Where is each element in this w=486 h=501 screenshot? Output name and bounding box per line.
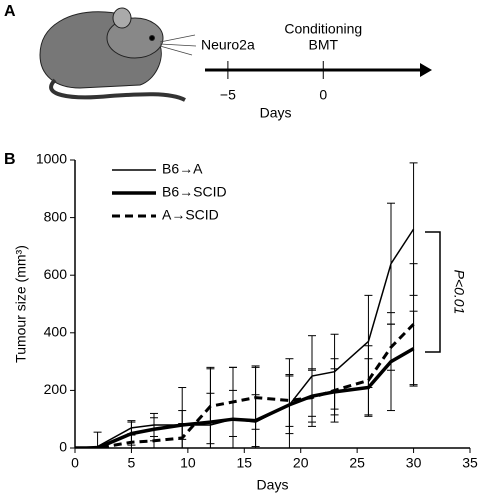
- panel-label: A: [4, 3, 16, 20]
- y-tick-label: 600: [44, 266, 68, 282]
- x-axis-label: Days: [260, 105, 292, 121]
- y-tick-label: 200: [44, 381, 68, 397]
- legend-label: B6→A: [162, 161, 203, 177]
- legend-label: B6→SCID: [162, 184, 227, 200]
- plot-area: [75, 162, 418, 448]
- series-line: [75, 347, 415, 448]
- x-tick-label: −5: [220, 87, 236, 103]
- mouse-illustration: [39, 7, 197, 102]
- x-tick-label: 5: [128, 455, 136, 471]
- y-tick-label: 400: [44, 324, 68, 340]
- series-line: [75, 323, 415, 448]
- arrow-head: [420, 63, 432, 77]
- panel-label: B: [4, 151, 16, 168]
- x-tick-label: 25: [349, 455, 365, 471]
- y-axis-label: Tumour size (mm³): [13, 245, 29, 363]
- x-tick-label: 20: [293, 455, 309, 471]
- x-tick-label: 15: [236, 455, 252, 471]
- x-tick-label: 35: [462, 455, 478, 471]
- legend-label: A→SCID: [162, 207, 219, 223]
- x-axis-label: Days: [257, 477, 289, 493]
- event-label: Conditioning: [284, 21, 362, 37]
- series-line: [75, 228, 415, 448]
- event-label: Neuro2a: [201, 37, 255, 53]
- x-tick-label: 0: [319, 87, 327, 103]
- y-tick-label: 800: [44, 208, 68, 224]
- x-tick-label: 0: [71, 455, 79, 471]
- x-tick-label: 10: [180, 455, 196, 471]
- y-tick-label: 0: [59, 439, 67, 455]
- y-tick-label: 1000: [36, 151, 67, 167]
- annotation: P<0.01: [451, 270, 467, 315]
- event-label: BMT: [308, 37, 338, 53]
- significance-bracket: [425, 231, 441, 353]
- x-tick-label: 30: [406, 455, 422, 471]
